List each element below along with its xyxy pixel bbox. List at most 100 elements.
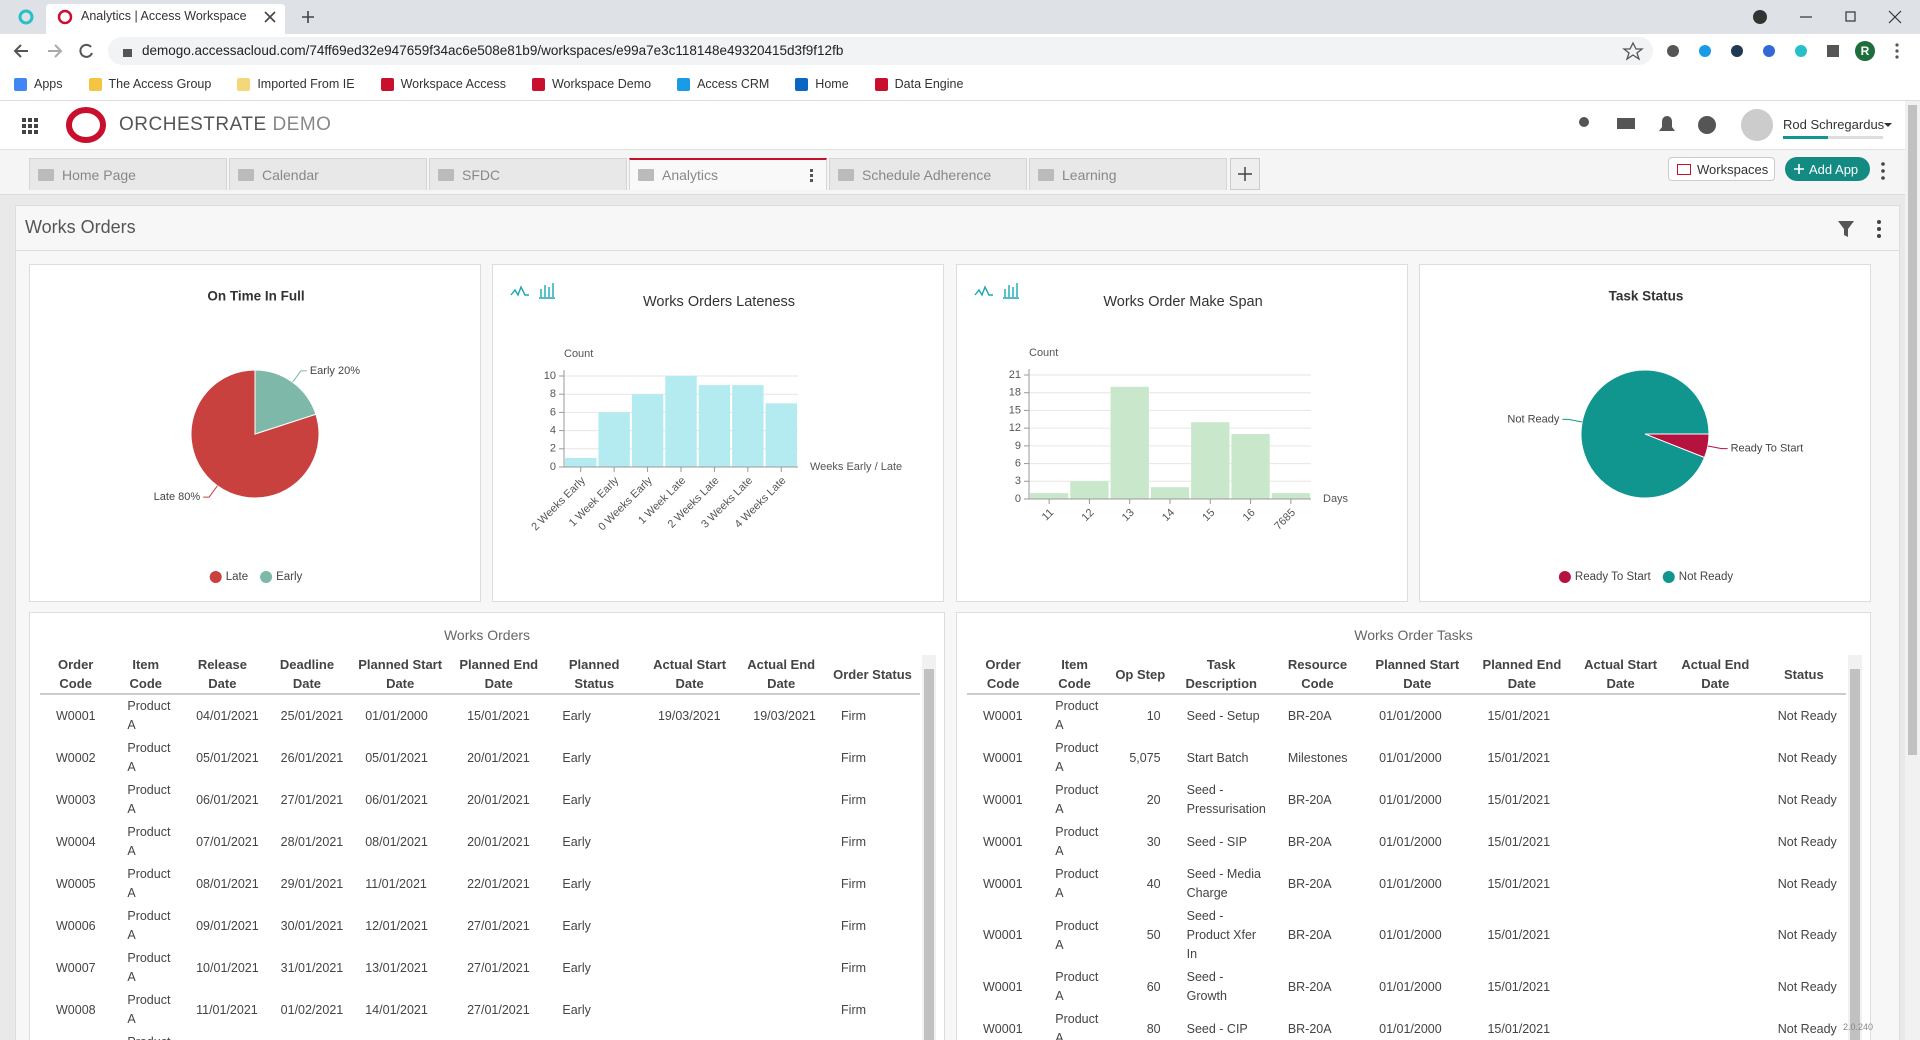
column-header[interactable]: Actual Start Date <box>1572 655 1669 695</box>
help-icon[interactable] <box>1698 116 1716 134</box>
more-menu[interactable] <box>1880 160 1886 182</box>
table-row[interactable]: W0001 Product A 04/01/2021 25/01/2021 01/01/… <box>40 694 920 737</box>
column-header[interactable]: Order Code <box>967 655 1040 695</box>
bookmark[interactable]: Workspace Demo <box>531 77 651 91</box>
extension[interactable] <box>1667 45 1679 57</box>
line-view-icon[interactable] <box>974 285 993 297</box>
scroll-thumb[interactable] <box>924 669 934 1040</box>
column-header[interactable]: Item Code <box>111 655 181 695</box>
column-header[interactable]: Item Code <box>1039 655 1110 695</box>
scroll-thumb[interactable] <box>1850 669 1860 1040</box>
menu-dot[interactable] <box>1895 49 1899 53</box>
back[interactable] <box>13 44 28 58</box>
table-cell: 20/01/2021 <box>467 792 530 807</box>
column-header[interactable]: Actual Start Date <box>641 655 738 695</box>
column-header[interactable]: Resource Code <box>1271 655 1364 695</box>
table-row[interactable]: W0002 Product A 05/01/2021 26/01/2021 05/01/… <box>40 737 920 779</box>
profile[interactable] <box>1855 41 1875 61</box>
extension[interactable] <box>1699 45 1711 57</box>
table-row[interactable]: W0004 Product A 07/01/2021 28/01/2021 08/01/… <box>40 821 920 863</box>
bar-view-icon[interactable] <box>1003 283 1019 299</box>
close-tab[interactable] <box>264 11 276 23</box>
forward[interactable] <box>48 44 63 58</box>
extensions-menu[interactable] <box>1827 45 1839 57</box>
add-app-button[interactable]: Add App <box>1785 157 1870 181</box>
column-header[interactable]: Actual End Date <box>737 655 826 695</box>
page-scrollbar[interactable] <box>1905 101 1920 1040</box>
address-box[interactable] <box>108 37 1653 65</box>
app-tab[interactable]: Schedule Adherence <box>829 158 1027 190</box>
people-icon[interactable] <box>1579 117 1589 127</box>
app-tab[interactable]: Learning <box>1029 158 1227 190</box>
app-launcher[interactable] <box>22 118 38 134</box>
bookmark[interactable]: Home <box>795 77 849 91</box>
active-browser-tab[interactable] <box>46 4 285 34</box>
column-header[interactable]: Task Description <box>1170 655 1272 695</box>
menu-dot[interactable] <box>1895 43 1899 47</box>
column-header[interactable]: Planned Start Date <box>349 655 452 695</box>
column-header[interactable]: Actual End Date <box>1668 655 1762 695</box>
column-header[interactable]: Planned End Date <box>1471 655 1573 695</box>
restore[interactable] <box>1845 11 1856 22</box>
workspaces-button[interactable]: Workspaces <box>1668 157 1775 181</box>
bookmark[interactable]: Data Engine <box>874 77 963 91</box>
table-row[interactable]: W0006 Product A 09/01/2021 30/01/2021 12/01/… <box>40 905 920 947</box>
column-header[interactable]: Order Status <box>825 655 920 695</box>
avatar[interactable] <box>1741 109 1773 141</box>
line-view-icon[interactable] <box>510 285 529 297</box>
column-header[interactable]: Order Code <box>40 655 112 695</box>
new-tab[interactable] <box>302 11 314 23</box>
app-tab[interactable]: Home Page <box>29 158 227 190</box>
reload[interactable] <box>79 43 93 58</box>
page-scroll-thumb[interactable] <box>1908 105 1917 755</box>
table-row[interactable]: W0005 Product A 08/01/2021 29/01/2021 11/01/… <box>40 863 920 905</box>
table-row[interactable]: W0001 Product A 60 Seed - Growth BR-20A 01/01… <box>967 966 1846 1008</box>
bookmark[interactable]: Workspace Access <box>380 77 506 91</box>
user-name[interactable]: Rod Schregardus <box>1783 117 1885 132</box>
bookmark[interactable]: The Access Group <box>88 77 211 91</box>
tab-menu[interactable] <box>810 168 816 182</box>
tab-search[interactable] <box>1753 10 1767 24</box>
column-header[interactable]: Op Step <box>1109 655 1171 695</box>
column-header[interactable]: Planned Start Date <box>1363 655 1472 695</box>
table-row[interactable]: W0001 Product A 10 Seed - Setup BR-20A 01/01/… <box>967 694 1846 737</box>
table-row[interactable]: W0008 Product A 11/01/2021 01/02/2021 14/01/… <box>40 989 920 1031</box>
app-tab[interactable]: Calendar <box>229 158 427 190</box>
filter-icon[interactable] <box>1838 221 1854 237</box>
table-row[interactable]: W0001 Product A 20 Seed - Pressurisation BR-… <box>967 779 1846 821</box>
bookmark-star[interactable] <box>1622 41 1644 61</box>
table-cell: Firm <box>841 876 867 891</box>
column-header[interactable]: Planned Status <box>546 655 642 695</box>
table-row[interactable]: W0001 Product A 50 Seed - Product Xfer In BR… <box>967 905 1846 966</box>
close-window[interactable] <box>1888 10 1902 24</box>
table-row[interactable]: W0001 Product A 80 Seed - CIP BR-20A 01/01/20… <box>967 1008 1846 1040</box>
column-header[interactable]: Deadline Date <box>264 655 350 695</box>
notifications-icon[interactable] <box>1659 116 1675 131</box>
scrollbar[interactable] <box>1848 655 1862 1040</box>
scrollbar[interactable] <box>922 655 936 1040</box>
panel-menu[interactable] <box>1877 220 1881 238</box>
bookmark[interactable]: Apps <box>14 77 63 91</box>
app-tab[interactable]: Analytics <box>629 158 827 190</box>
announcements-icon[interactable] <box>1617 118 1635 129</box>
column-header[interactable]: Status <box>1761 655 1846 695</box>
add-tab[interactable] <box>1230 158 1260 190</box>
table-row[interactable]: W0003 Product A 06/01/2021 27/01/2021 06/01/… <box>40 779 920 821</box>
column-header[interactable]: Release Date <box>180 655 265 695</box>
bookmark[interactable]: Imported From IE <box>237 77 355 91</box>
user-menu-caret[interactable] <box>1884 123 1892 127</box>
bookmark[interactable]: Access CRM <box>677 77 769 91</box>
table-row[interactable]: W0009Product A12/01/202102/02/202118/01/… <box>40 1031 920 1040</box>
extension[interactable] <box>1731 45 1743 57</box>
extension[interactable] <box>1795 45 1807 57</box>
url[interactable]: demogo.accessacloud.com/74ff69ed32e94765… <box>142 43 844 58</box>
app-tab[interactable]: SFDC <box>429 158 627 190</box>
column-header[interactable]: Planned End Date <box>451 655 547 695</box>
bar-view-icon[interactable] <box>539 283 555 299</box>
table-row[interactable]: W0001 Product A 5,075 Start Batch Milestones… <box>967 737 1846 779</box>
table-row[interactable]: W0001 Product A 30 Seed - SIP BR-20A 01/01/20… <box>967 821 1846 863</box>
table-row[interactable]: W0001 Product A 40 Seed - Media Charge BR-20… <box>967 863 1846 905</box>
table-row[interactable]: W0007 Product A 10/01/2021 31/01/2021 13/01/… <box>40 947 920 989</box>
menu-dot[interactable] <box>1895 55 1899 59</box>
extension[interactable] <box>1763 45 1775 57</box>
